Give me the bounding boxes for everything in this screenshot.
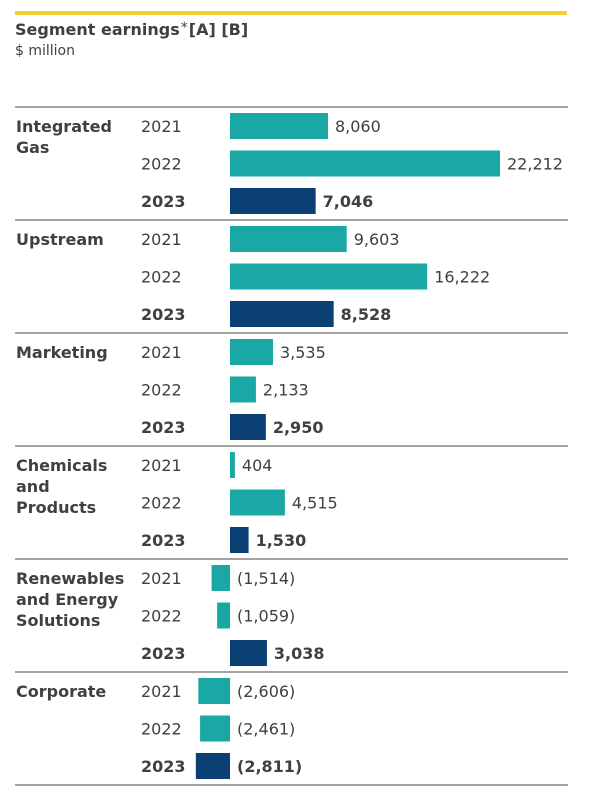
bar-2023: [230, 640, 267, 666]
segment-label: and Energy: [16, 590, 119, 609]
bar-2022: [230, 263, 428, 290]
value-label: 4,515: [292, 494, 338, 513]
year-label: 2023: [141, 418, 186, 437]
value-label: 404: [242, 456, 273, 475]
bar-2023: [230, 188, 316, 214]
bar-2022: [230, 489, 285, 516]
bar-2023: [230, 414, 266, 440]
chart-title: Segment earnings*[A] [B]: [15, 20, 248, 39]
value-label: 8,060: [335, 117, 381, 136]
bar-2023: [230, 527, 249, 553]
segment-label: Gas: [16, 138, 49, 157]
value-label: 3,038: [274, 644, 325, 663]
value-label: 22,212: [507, 155, 563, 174]
bar-2022: [200, 715, 230, 742]
value-label: 2,133: [263, 381, 309, 400]
value-label: 8,528: [341, 305, 392, 324]
bar-2023: [230, 301, 334, 327]
year-label: 2021: [141, 343, 182, 362]
year-label: 2023: [141, 644, 186, 663]
value-label: 2,950: [273, 418, 324, 437]
bar-2021: [230, 113, 328, 139]
year-label: 2023: [141, 757, 186, 776]
value-label: 3,535: [280, 343, 326, 362]
bar-2023: [195, 753, 230, 779]
value-label: (1,059): [237, 607, 295, 626]
bar-2021: [211, 565, 230, 591]
year-label: 2022: [141, 268, 182, 287]
year-label: 2022: [141, 155, 182, 174]
year-label: 2021: [141, 569, 182, 588]
bar-2022: [230, 376, 256, 403]
year-label: 2021: [141, 456, 182, 475]
chart-title-notes: [A] [B]: [188, 20, 249, 39]
value-label: (2,461): [237, 720, 295, 739]
value-label: (2,606): [237, 682, 295, 701]
year-label: 2022: [141, 607, 182, 626]
bar-2021: [230, 339, 273, 365]
year-label: 2023: [141, 531, 186, 550]
year-label: 2023: [141, 305, 186, 324]
value-label: (1,514): [237, 569, 295, 588]
segment-label: Solutions: [16, 611, 100, 630]
segment-label: Marketing: [16, 343, 108, 362]
segment-label: Renewables: [16, 569, 124, 588]
year-label: 2021: [141, 230, 182, 249]
year-label: 2021: [141, 117, 182, 136]
accent-top-line: [15, 11, 567, 15]
segment-label: Corporate: [16, 682, 106, 701]
chart-unit: $ million: [15, 43, 75, 59]
value-label: 7,046: [323, 192, 374, 211]
segment-label: and: [16, 477, 50, 496]
year-label: 2023: [141, 192, 186, 211]
bar-2021: [198, 678, 230, 704]
year-label: 2022: [141, 720, 182, 739]
segment-label: Chemicals: [16, 456, 107, 475]
value-label: 16,222: [434, 268, 490, 287]
year-label: 2022: [141, 494, 182, 513]
bar-2022: [230, 150, 500, 177]
value-label: 1,530: [256, 531, 307, 550]
year-label: 2022: [141, 381, 182, 400]
value-label: (2,811): [237, 757, 302, 776]
value-label: 9,603: [354, 230, 400, 249]
bar-2022: [217, 602, 230, 629]
chart-title-text: Segment earnings: [15, 20, 180, 39]
footnote-asterisk: *: [180, 20, 188, 36]
bar-2021: [230, 452, 235, 478]
bar-2021: [230, 226, 347, 252]
segment-label: Integrated: [16, 117, 112, 136]
year-label: 2021: [141, 682, 182, 701]
segment-label: Products: [16, 498, 96, 517]
segment-label: Upstream: [16, 230, 104, 249]
